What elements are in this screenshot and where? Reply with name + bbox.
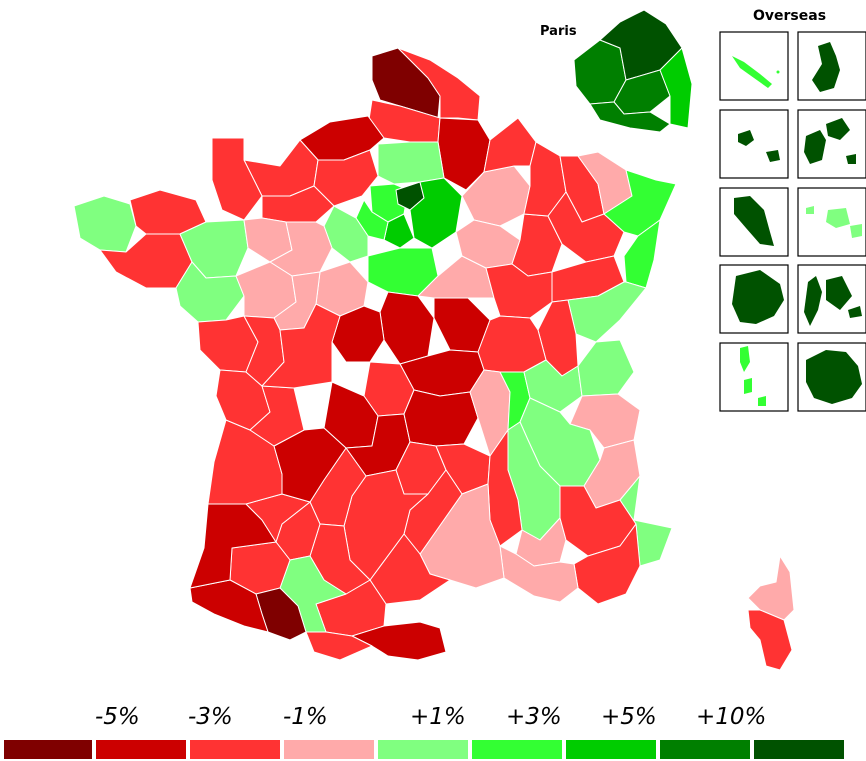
region-herault xyxy=(369,533,451,605)
overseas-shape-6b xyxy=(826,208,850,228)
overseas-label: Overseas xyxy=(753,8,827,24)
legend-swatch-7 xyxy=(566,740,656,759)
region-vienne xyxy=(261,303,341,389)
overseas-shape-1b xyxy=(776,70,780,74)
region-cher xyxy=(379,291,435,365)
overseas-shape-7 xyxy=(732,270,784,324)
overseas-box-9 xyxy=(719,342,789,412)
legend-label-plus-1: +1% xyxy=(410,704,466,730)
overseas-shape-6 xyxy=(806,206,814,214)
paris-inset-south xyxy=(589,101,671,133)
overseas-shape-5 xyxy=(734,196,774,246)
paris-label: Paris xyxy=(540,24,577,39)
overseas-shape-10 xyxy=(806,350,862,404)
overseas-shape-8 xyxy=(804,276,822,326)
overseas-shape-2 xyxy=(812,42,840,92)
overseas-shape-6c xyxy=(850,224,862,238)
overseas-shape-4c xyxy=(846,154,856,164)
overseas-shape-4 xyxy=(804,130,826,164)
overseas-shape-8c xyxy=(848,306,862,318)
legend-label-plus-3: +3% xyxy=(506,704,562,730)
legend-label-minus-5: -5% xyxy=(95,704,140,730)
legend-swatch-4 xyxy=(284,740,374,759)
overseas-box-1 xyxy=(719,31,789,101)
region-oise xyxy=(377,141,445,185)
legend-label-minus-1: -1% xyxy=(283,704,328,730)
region-indre xyxy=(331,305,385,363)
region-manche xyxy=(211,137,263,221)
legend-swatch-5 xyxy=(378,740,468,759)
overseas-insets xyxy=(719,31,866,412)
legend-swatch-2 xyxy=(96,740,186,759)
legend-swatches xyxy=(0,740,866,760)
region-corse-du-sud xyxy=(747,609,793,671)
region-dordogne xyxy=(273,427,347,503)
legend-swatch-3 xyxy=(190,740,280,759)
region-picardie-north xyxy=(397,47,481,121)
legend-labels: -5% -3% -1% +1% +3% +5% +10% xyxy=(0,704,866,734)
region-haute-savoie xyxy=(577,339,635,397)
region-ariege xyxy=(305,631,373,661)
legend-label-minus-3: -3% xyxy=(188,704,233,730)
legend-swatch-6 xyxy=(472,740,562,759)
region-pyrenees-orientales xyxy=(351,621,447,661)
overseas-shape-8b xyxy=(826,276,852,310)
region-saone-et-loire xyxy=(477,315,547,373)
paris-inset-east xyxy=(659,47,693,129)
legend-label-plus-10: +10% xyxy=(696,704,767,730)
overseas-shape-9b xyxy=(744,378,752,394)
legend-swatch-8 xyxy=(660,740,750,759)
mainland-france xyxy=(73,47,795,671)
legend-swatch-1 xyxy=(4,740,92,759)
overseas-shape-1 xyxy=(732,56,772,88)
overseas-shape-3b xyxy=(766,150,780,162)
overseas-shape-9 xyxy=(740,346,750,372)
legend-swatch-9 xyxy=(754,740,844,759)
paris-inset-map xyxy=(573,9,693,133)
overseas-shape-9c xyxy=(758,396,766,406)
overseas-shape-4b xyxy=(826,118,850,140)
overseas-box-3 xyxy=(719,109,789,179)
region-bouches-du-rhone xyxy=(499,545,579,603)
region-finistere xyxy=(73,195,137,253)
overseas-shape-3 xyxy=(738,130,754,146)
legend-label-plus-5: +5% xyxy=(601,704,657,730)
region-pyrenees-atlantiques xyxy=(189,579,269,633)
region-ardennes xyxy=(483,117,537,173)
region-puy-de-dome xyxy=(403,389,479,447)
